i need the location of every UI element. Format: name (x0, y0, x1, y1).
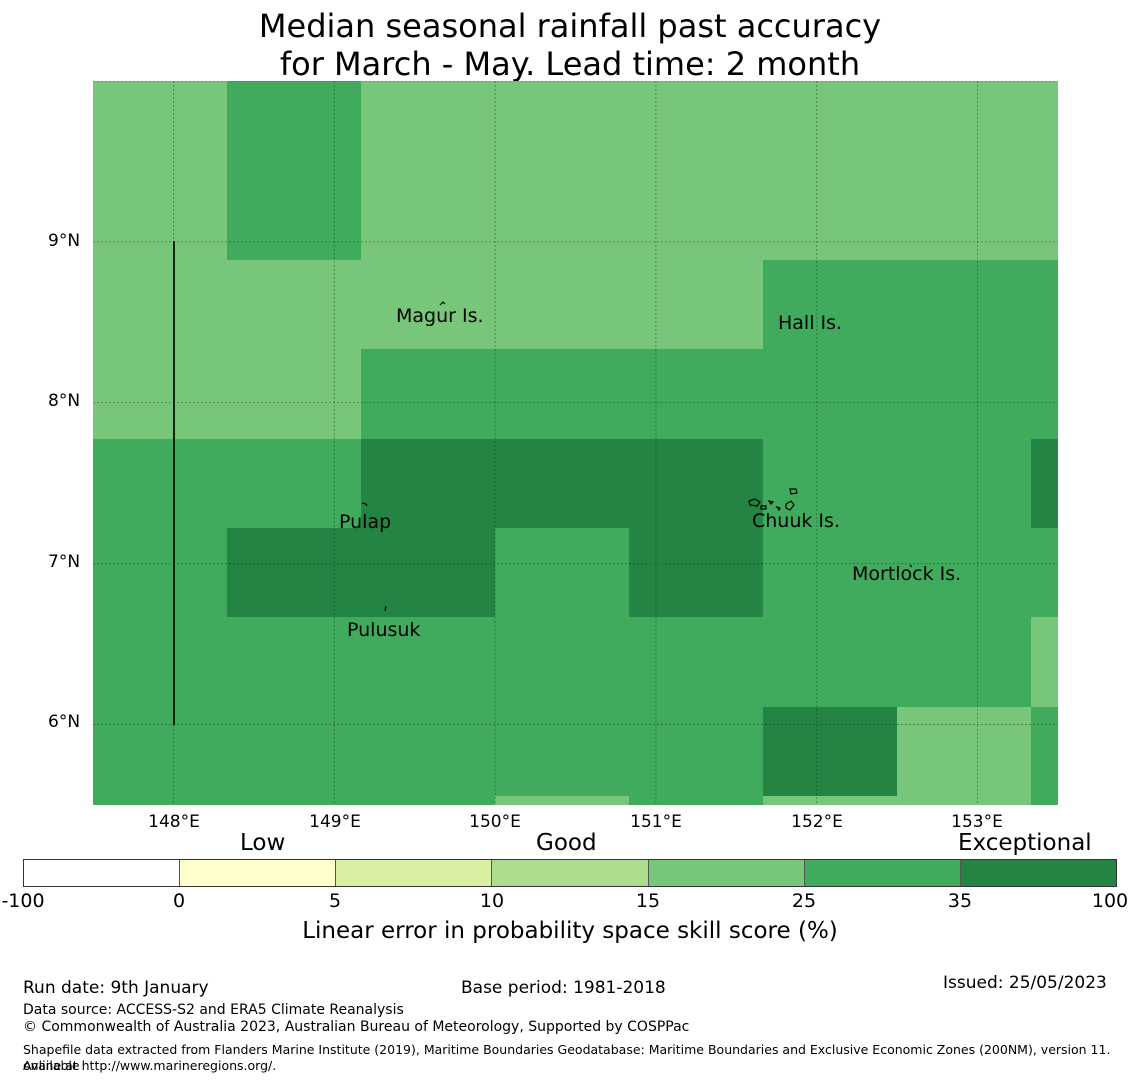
copyright-notice: © Commonwealth of Australia 2023, Austra… (23, 1019, 690, 1035)
map-title-line-2: for March - May. Lead time: 2 month (279, 45, 861, 83)
x-tick-152e: 152°E (791, 812, 843, 832)
legend-category-good: Good (536, 830, 597, 856)
grid-cell (227, 81, 361, 260)
legend-category-exceptional: Exceptional (958, 830, 1092, 856)
issued-date: Issued: 25/05/2023 (943, 973, 1107, 993)
place-label-pulusuk: Pulusuk (347, 619, 421, 641)
data-source: Data source: ACCESS-S2 and ERA5 Climate … (23, 1002, 404, 1018)
island-outlines (361, 301, 913, 612)
colorbar-tick: -100 (1, 890, 45, 912)
colorbar-tick: 15 (635, 890, 661, 912)
island-chuuk-4 (789, 488, 798, 495)
colorbar-segment (336, 860, 493, 886)
shapefile-credit-line-1: Shapefile data extracted from Flanders M… (23, 1042, 1111, 1073)
colorbar-segment (24, 860, 181, 886)
grid-cell (93, 260, 763, 349)
grid-cell (763, 796, 1031, 805)
island-chuuk-1 (748, 498, 761, 507)
x-tick-151e: 151°E (630, 812, 682, 832)
island-pulap (361, 502, 368, 507)
colorbar-tick: 10 (479, 890, 505, 912)
place-label-pulap: Pulap (339, 511, 392, 533)
x-tick-148e: 148°E (148, 812, 200, 832)
grid-cell (763, 707, 897, 796)
island-pulusuk (384, 605, 387, 612)
grid-cell (1031, 617, 1058, 707)
x-tick-153e: 153°E (951, 812, 1003, 832)
shapefile-credit-line-2: online at http://www.marineregions.org/. (23, 1058, 277, 1073)
colorbar-tick: 25 (791, 890, 817, 912)
island-magur (439, 301, 446, 306)
colorbar-tick: 35 (947, 890, 973, 912)
y-tick-6n: 6°N (48, 712, 81, 732)
grid-cell (495, 796, 629, 805)
y-tick-9n: 9°N (48, 231, 81, 251)
skill-score-map (93, 81, 1058, 805)
legend-category-low: Low (240, 830, 286, 856)
colorbar-tick: 100 (1091, 890, 1129, 912)
place-label-chuuk: Chuuk Is. (752, 510, 840, 532)
base-period: Base period: 1981-2018 (461, 978, 666, 998)
colorbar-segment (180, 860, 337, 886)
grid-cell (629, 528, 763, 617)
y-tick-7n: 7°N (48, 552, 81, 572)
grid-cell (1031, 439, 1058, 528)
colorbar-segment (960, 860, 1116, 886)
place-label-magur: Magur Is. (396, 305, 484, 327)
island-chuuk-2 (760, 505, 767, 510)
grid-cell (93, 349, 361, 439)
run-date: Run date: 9th January (23, 978, 209, 998)
island-mortlock (909, 564, 913, 568)
colorbar-tick: 0 (172, 890, 186, 912)
colorbar (23, 859, 1117, 887)
colorbar-segment (492, 860, 649, 886)
map-title-line-1: Median seasonal rainfall past accuracy (258, 7, 882, 45)
colorbar-segment (804, 860, 961, 886)
grid-cell (227, 528, 495, 617)
island-chuuk-3 (767, 500, 775, 505)
skill-score-grid (93, 81, 1058, 805)
colorbar-label: Linear error in probability space skill … (302, 918, 838, 944)
island-chuuk-6 (775, 505, 781, 512)
island-chuuk-5 (785, 500, 795, 511)
y-tick-8n: 8°N (48, 391, 81, 411)
colorbar-segment (648, 860, 805, 886)
place-label-mortlock: Mortlock Is. (852, 563, 962, 585)
grid-cell (361, 439, 763, 528)
x-tick-149e: 149°E (309, 812, 361, 832)
x-tick-150e: 150°E (469, 812, 521, 832)
grid-cell (897, 707, 1031, 796)
place-label-hall: Hall Is. (778, 312, 843, 334)
colorbar-tick: 5 (328, 890, 342, 912)
